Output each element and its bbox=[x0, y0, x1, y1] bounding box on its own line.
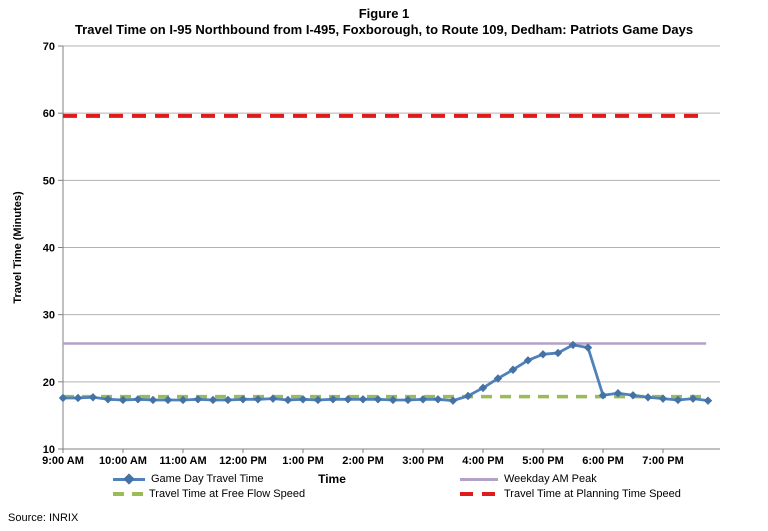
svg-text:2:00 PM: 2:00 PM bbox=[342, 455, 384, 467]
legend-item-free-flow: Travel Time at Free Flow Speed bbox=[113, 487, 305, 501]
svg-text:4:00 PM: 4:00 PM bbox=[462, 455, 504, 467]
planning-time-dash-marker-icon bbox=[460, 492, 498, 496]
svg-text:20: 20 bbox=[43, 377, 55, 389]
svg-text:7:00 PM: 7:00 PM bbox=[642, 455, 684, 467]
svg-text:6:00 PM: 6:00 PM bbox=[582, 455, 624, 467]
svg-text:5:00 PM: 5:00 PM bbox=[522, 455, 564, 467]
game-day-line-marker-icon bbox=[113, 477, 145, 481]
svg-text:3:00 PM: 3:00 PM bbox=[402, 455, 444, 467]
legend-item-weekday-am-peak: Weekday AM Peak bbox=[460, 472, 597, 486]
svg-text:11:00 AM: 11:00 AM bbox=[159, 455, 206, 467]
source-note: Source: INRIX bbox=[8, 512, 79, 524]
svg-text:9:00 AM: 9:00 AM bbox=[42, 455, 84, 467]
svg-text:50: 50 bbox=[43, 175, 55, 187]
svg-text:12:00 PM: 12:00 PM bbox=[219, 455, 267, 467]
svg-text:Travel Time (Minutes): Travel Time (Minutes) bbox=[12, 191, 24, 304]
legend-label-planning-time: Travel Time at Planning Time Speed bbox=[504, 488, 681, 500]
svg-text:40: 40 bbox=[43, 243, 55, 255]
chart-title: Travel Time on I-95 Northbound from I-49… bbox=[74, 22, 694, 37]
legend-label-free-flow: Travel Time at Free Flow Speed bbox=[149, 488, 306, 500]
legend-item-planning-time: Travel Time at Planning Time Speed bbox=[460, 487, 681, 501]
svg-text:10: 10 bbox=[43, 444, 55, 456]
legend-item-game-day: Game Day Travel Time bbox=[113, 472, 263, 486]
svg-text:10:00 AM: 10:00 AM bbox=[99, 455, 147, 467]
svg-text:30: 30 bbox=[43, 310, 55, 322]
x-axis-title: Time bbox=[318, 472, 346, 486]
chart-legend: Game Day Travel Time Weekday AM Peak Tra… bbox=[0, 470, 768, 502]
figure-number-title: Figure 1 bbox=[358, 6, 410, 21]
free-flow-dash-marker-icon bbox=[113, 492, 143, 496]
svg-text:1:00 PM: 1:00 PM bbox=[282, 455, 324, 467]
legend-label-game-day: Game Day Travel Time bbox=[151, 473, 264, 485]
svg-text:60: 60 bbox=[43, 108, 55, 120]
legend-label-weekday-am-peak: Weekday AM Peak bbox=[504, 473, 597, 485]
weekday-am-peak-line-marker-icon bbox=[460, 477, 498, 481]
svg-text:70: 70 bbox=[43, 41, 55, 53]
